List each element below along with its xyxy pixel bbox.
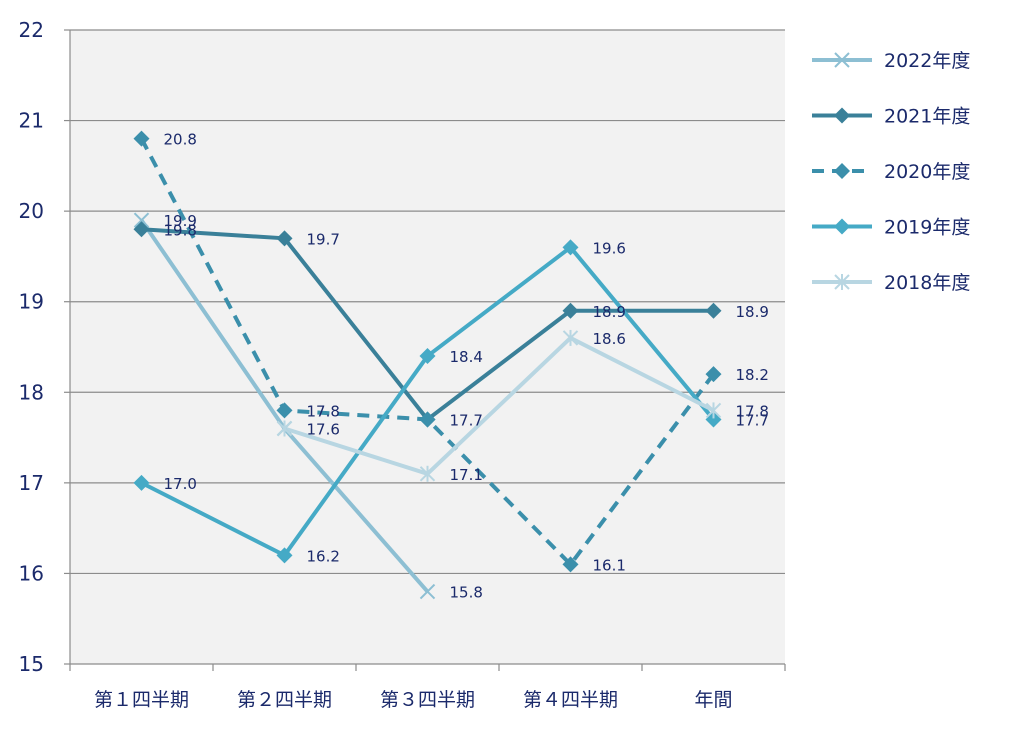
x-tick-label: 年間 — [694, 689, 732, 711]
data-label: 19.6 — [593, 239, 626, 257]
series-markers — [133, 130, 722, 600]
data-label: 19.9 — [164, 212, 197, 230]
data-point — [276, 402, 293, 419]
y-tick-label: 17 — [19, 471, 44, 495]
legend-item: 2022年度 — [812, 50, 970, 72]
data-label: 17.6 — [307, 421, 340, 439]
plot-area — [70, 30, 785, 664]
data-point — [705, 402, 722, 419]
x-tick-label: 第１四半期 — [94, 689, 189, 711]
gridlines — [70, 29, 785, 575]
y-tick-label: 20 — [19, 199, 44, 223]
data-label: 15.8 — [450, 584, 483, 602]
data-label: 16.2 — [307, 547, 340, 565]
y-tick-label: 15 — [19, 652, 44, 676]
data-point — [562, 302, 579, 319]
legend-item: 2018年度 — [812, 272, 970, 294]
axes — [64, 29, 786, 671]
data-point — [276, 230, 293, 247]
data-label: 20.8 — [164, 131, 197, 149]
data-point — [705, 366, 722, 383]
legend-marker — [834, 52, 850, 68]
data-point — [562, 239, 579, 256]
x-tick-label: 第４四半期 — [523, 689, 618, 711]
y-tick-label: 16 — [19, 561, 44, 585]
data-labels: 19.9 17.6 15.8 19.8 19.7 17.7 18.9 18.9 20.8 17.8… — [164, 131, 769, 602]
x-axis-tick-labels: 第１四半期 第２四半期 第３四半期 第４四半期 年間 — [94, 689, 733, 711]
data-label: 19.7 — [307, 230, 340, 248]
data-point — [562, 556, 579, 573]
y-tick-label: 19 — [19, 290, 44, 314]
y-tick-label: 22 — [19, 18, 44, 42]
legend-marker — [834, 107, 850, 124]
data-label: 18.2 — [736, 366, 769, 384]
data-label: 19.8 — [164, 221, 197, 239]
data-label: 17.7 — [736, 411, 769, 429]
data-label: 16.1 — [593, 556, 626, 574]
data-label: 18.4 — [450, 348, 483, 366]
data-label: 17.8 — [307, 402, 340, 420]
data-point — [133, 130, 150, 147]
y-tick-label: 18 — [19, 380, 44, 404]
data-point — [419, 411, 436, 428]
legend-marker — [834, 218, 850, 235]
data-label: 18.9 — [736, 303, 769, 321]
legend-marker — [834, 163, 850, 179]
data-point — [562, 329, 579, 346]
data-point — [276, 420, 293, 437]
x-tick-label: 第２四半期 — [237, 689, 332, 711]
data-point — [419, 348, 436, 365]
data-point — [705, 302, 722, 319]
data-label: 18.6 — [593, 330, 626, 348]
data-point — [133, 474, 150, 491]
series-line — [283, 335, 715, 476]
legend-label: 2018年度 — [884, 272, 970, 294]
legend-item: 2019年度 — [812, 217, 970, 239]
legend-marker — [834, 274, 850, 290]
legend-label: 2020年度 — [884, 161, 970, 183]
legend-item: 2020年度 — [812, 161, 970, 183]
data-label: 17.0 — [164, 475, 197, 493]
legend-item: 2021年度 — [812, 106, 970, 128]
data-label: 17.8 — [736, 402, 769, 420]
y-axis-tick-labels: 15 16 17 18 19 20 21 22 — [19, 18, 44, 676]
legend-label: 2022年度 — [884, 50, 970, 72]
data-point — [276, 547, 293, 564]
data-point — [133, 212, 150, 228]
data-label: 17.1 — [450, 466, 483, 484]
data-label: 18.9 — [593, 303, 626, 321]
data-point — [133, 221, 150, 238]
data-point — [419, 583, 436, 600]
legend: 2022年度 2021年度 2020年度 2019年度 2018年度 — [812, 50, 970, 294]
y-tick-label: 21 — [19, 109, 44, 133]
legend-label: 2019年度 — [884, 217, 970, 239]
legend-label: 2021年度 — [884, 106, 970, 128]
x-tick-label: 第３四半期 — [380, 689, 475, 711]
data-point — [419, 465, 436, 482]
data-label: 17.7 — [450, 411, 483, 429]
